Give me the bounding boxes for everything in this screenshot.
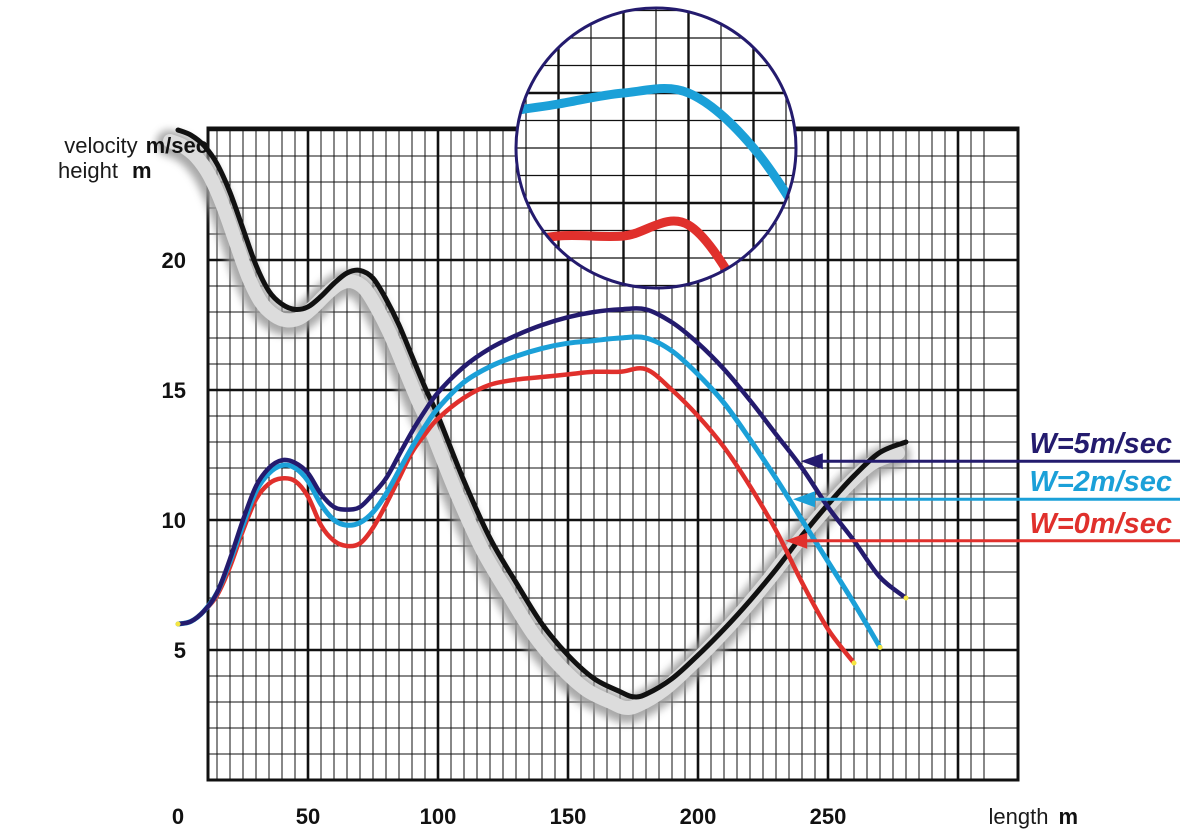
zoom-inset (514, 6, 798, 290)
x-tick-label: 250 (810, 804, 847, 829)
y-tick-label: 20 (162, 248, 186, 273)
grid-minor-lines (208, 128, 1018, 780)
y-axis-label-line-1: velocity m/sec (64, 133, 208, 158)
x-axis-unit: m (1058, 804, 1078, 829)
series-line-w-2m-sec (175, 334, 883, 650)
y-axis-label-line-2: height m (58, 158, 152, 183)
series-line-w-0m-sec (175, 366, 857, 666)
legend-arrowhead-w-5m-sec (800, 453, 823, 470)
series-line-w-5m-sec (175, 306, 909, 627)
y-tick-labels: 5 10 15 20 (162, 248, 186, 663)
legend-label-w-0m-sec: W=0m/sec (1029, 508, 1172, 540)
series-end-point-w-2m-sec (877, 644, 883, 650)
legend-arrowhead-w-0m-sec (785, 532, 808, 549)
legend-arrowhead-w-2m-sec (793, 491, 815, 508)
x-tick-labels: 0 50 100 150 200 250 (172, 804, 846, 829)
y-axis-quantity-velocity: velocity (64, 133, 137, 158)
y-tick-label: 10 (162, 508, 186, 533)
series-start-point (175, 621, 181, 627)
x-tick-label: 200 (680, 804, 717, 829)
zoom-inset-border (514, 6, 798, 290)
y-tick-label: 5 (174, 638, 186, 663)
series-layer (175, 127, 909, 700)
x-axis-quantity: length (988, 804, 1048, 829)
y-axis-quantity-height: height (58, 158, 118, 183)
x-tick-label: 100 (420, 804, 457, 829)
legend-label-w-2m-sec: W=2m/sec (1029, 466, 1172, 498)
legend-label-w-5m-sec: W=5m/sec (1029, 428, 1172, 460)
x-tick-label: 50 (296, 804, 320, 829)
x-tick-label: 150 (550, 804, 587, 829)
legend: W=5m/sec W=2m/sec W=0m/sec (785, 428, 1180, 549)
zoom-inset-lines (516, 8, 796, 288)
series-end-point-w-5m-sec (903, 595, 909, 601)
series-end-point-w-0m-sec (851, 660, 857, 666)
zoom-series-line-w-2m-sec (516, 84, 796, 288)
y-axis-unit-height: m (132, 158, 152, 183)
x-axis-label: length m (988, 804, 1078, 829)
x-tick-label: 0 (172, 804, 184, 829)
y-axis-unit-velocity: m/sec (146, 133, 208, 158)
zoom-series-line-w-0m-sec (516, 216, 796, 288)
y-tick-label: 15 (162, 378, 186, 403)
